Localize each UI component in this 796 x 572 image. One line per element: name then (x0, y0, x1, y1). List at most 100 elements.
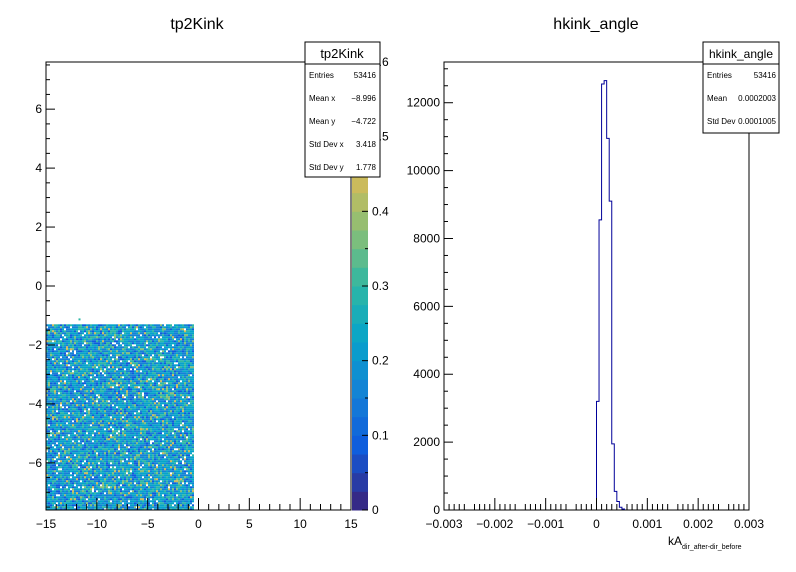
heatmap-cell (68, 338, 70, 341)
heatmap-cell (70, 388, 72, 391)
heatmap-cell (50, 326, 52, 329)
heatmap-cell (126, 416, 128, 419)
heatmap-cell (184, 392, 186, 395)
heatmap-cell (170, 358, 172, 361)
heatmap-cell (174, 456, 176, 459)
heatmap-cell (130, 404, 132, 407)
heatmap-cell (86, 330, 88, 333)
heatmap-cell (54, 440, 56, 443)
heatmap-cell (152, 344, 154, 347)
heatmap-cell (66, 344, 68, 347)
heatmap-cell (126, 464, 128, 467)
heatmap-cell (96, 432, 98, 435)
heatmap-cell (116, 342, 118, 345)
heatmap-cell (58, 346, 60, 349)
heatmap-cell (190, 338, 192, 341)
heatmap-cell (190, 336, 192, 339)
heatmap-cell (52, 330, 54, 333)
heatmap-cell (96, 408, 98, 411)
heatmap-cell (160, 418, 162, 421)
heatmap-cell (162, 348, 164, 351)
heatmap-cell (52, 440, 54, 443)
heatmap-cell (180, 390, 182, 393)
heatmap-cell (180, 360, 182, 363)
heatmap-cell (54, 352, 56, 355)
heatmap-cell (144, 364, 146, 367)
heatmap-cell (138, 384, 140, 387)
heatmap-cell (172, 328, 174, 331)
heatmap-cell (160, 414, 162, 417)
heatmap-cell (192, 390, 194, 393)
heatmap-cell (88, 464, 90, 467)
heatmap-cell (82, 402, 84, 405)
heatmap-cell (124, 414, 126, 417)
heatmap-cell (78, 360, 80, 363)
heatmap-cell (158, 378, 160, 381)
heatmap-cell (160, 354, 162, 357)
heatmap-cell (118, 406, 120, 409)
heatmap-cell (192, 328, 194, 331)
heatmap-cell (154, 364, 156, 367)
heatmap-cell (52, 414, 54, 417)
heatmap-cell (68, 418, 70, 421)
heatmap-cell (92, 424, 94, 427)
heatmap-cell (76, 438, 78, 441)
heatmap-cell (162, 436, 164, 439)
heatmap-cell (160, 372, 162, 375)
heatmap-cell (176, 342, 178, 345)
heatmap-cell (134, 382, 136, 385)
heatmap-cell (110, 444, 112, 447)
heatmap-cell (174, 324, 176, 327)
heatmap-cell (74, 382, 76, 385)
heatmap-cell (180, 374, 182, 377)
heatmap-cell (114, 430, 116, 433)
heatmap-cell (190, 408, 192, 411)
heatmap-cell (106, 394, 108, 397)
heatmap-cell (142, 404, 144, 407)
heatmap-cell (190, 388, 192, 391)
heatmap-cell (144, 330, 146, 333)
heatmap-cell (78, 428, 80, 431)
heatmap-cell (192, 334, 194, 337)
heatmap-cell (110, 386, 112, 389)
heatmap-cell (166, 446, 168, 449)
heatmap-cell (96, 460, 98, 463)
heatmap-cell (168, 328, 170, 331)
heatmap-cell (192, 424, 194, 427)
heatmap-cell (78, 424, 80, 427)
heatmap-cell (76, 336, 78, 339)
heatmap-cell (114, 454, 116, 457)
heatmap-cell (170, 386, 172, 389)
heatmap-cell (154, 378, 156, 381)
heatmap-cell (58, 400, 60, 403)
heatmap-cell (72, 396, 74, 399)
heatmap-cell (112, 418, 114, 421)
heatmap-cell (166, 454, 168, 457)
heatmap-cell (150, 324, 152, 327)
heatmap-cell (154, 324, 156, 327)
heatmap-cell (128, 336, 130, 339)
heatmap-cell (182, 444, 184, 447)
heatmap-cell (106, 446, 108, 449)
heatmap-cell (182, 424, 184, 427)
heatmap-cell (126, 376, 128, 379)
heatmap-cell (148, 422, 150, 425)
heatmap-cell (62, 326, 64, 329)
heatmap-cell (56, 352, 58, 355)
heatmap-cell (72, 326, 74, 329)
heatmap-cell (68, 326, 70, 329)
heatmap-cell (130, 456, 132, 459)
heatmap-cell (110, 398, 112, 401)
heatmap-cell (134, 414, 136, 417)
heatmap-cell (158, 432, 160, 435)
heatmap-cell (100, 382, 102, 385)
heatmap-cell (148, 392, 150, 395)
heatmap-cell (48, 386, 50, 389)
heatmap-cell (180, 402, 182, 405)
heatmap-cell (56, 366, 58, 369)
heatmap-cell (148, 432, 150, 435)
heatmap-cell (52, 450, 54, 453)
heatmap-cell (64, 436, 66, 439)
heatmap-cell (186, 388, 188, 391)
heatmap-cell (104, 442, 106, 445)
